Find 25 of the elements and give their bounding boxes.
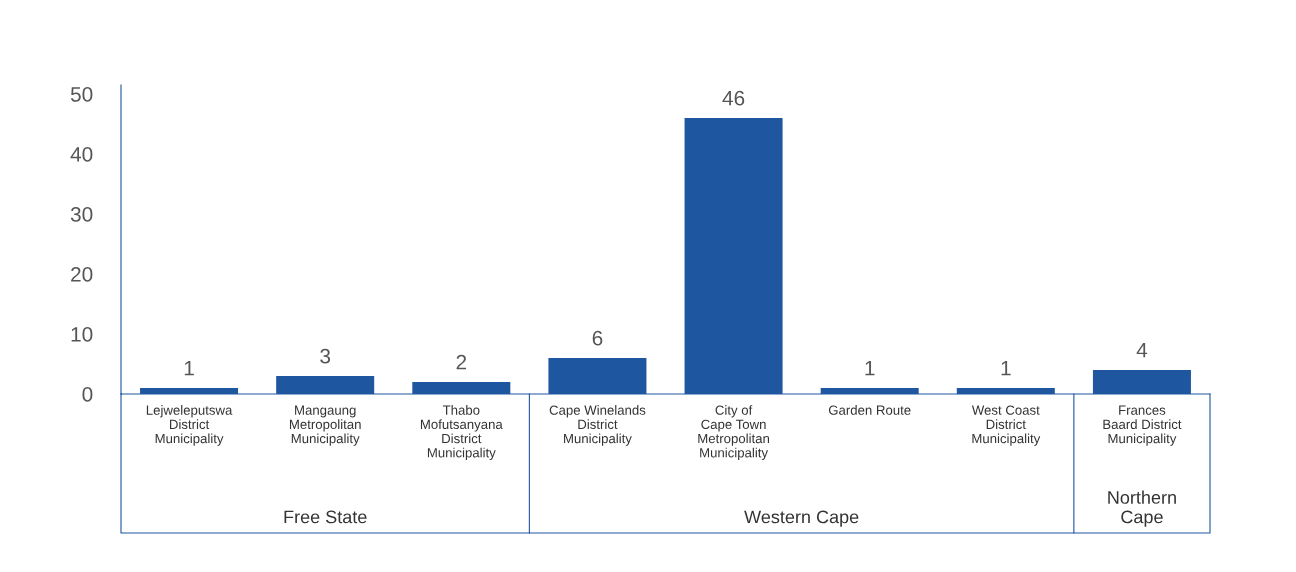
y-tick-label: 30	[70, 207, 93, 222]
data-label: 1	[1001, 361, 1011, 376]
y-tick-label: 20	[71, 267, 93, 282]
y-tick-label: 50	[70, 87, 93, 102]
data-label: 3	[320, 348, 331, 364]
x-tick-label: Lejweleputswa District Municipality	[146, 405, 233, 446]
data-label: 46	[722, 90, 745, 106]
x-tick-label: Thabo Mofutsanyana District Municipality	[420, 405, 503, 461]
x-tick-label: Frances Baard District Municipality	[1103, 405, 1182, 446]
y-tick-label: 40	[70, 147, 93, 162]
data-label: 1	[184, 361, 194, 376]
x-tick-label: West Coast District Municipality	[971, 405, 1041, 446]
data-label: 1	[865, 361, 875, 376]
x-tick-label: City of Cape Town Metropolitan Municipality	[698, 405, 770, 461]
y-tick-label: 10	[71, 327, 93, 342]
data-label: 6	[592, 330, 603, 346]
text: Free State	[284, 510, 367, 524]
y-tick-label: 0	[82, 387, 93, 402]
x-tick-label: Mangaung Metropolitan Municipality	[289, 405, 361, 446]
text: Northern Cape	[1108, 490, 1176, 527]
x-tick-label: Garden Route	[828, 405, 911, 415]
x-tick-label: Cape Winelands District Municipality	[549, 405, 646, 446]
text: Western Cape	[744, 510, 859, 527]
data-label: 4	[1136, 343, 1148, 358]
data-label: 2	[456, 354, 467, 370]
